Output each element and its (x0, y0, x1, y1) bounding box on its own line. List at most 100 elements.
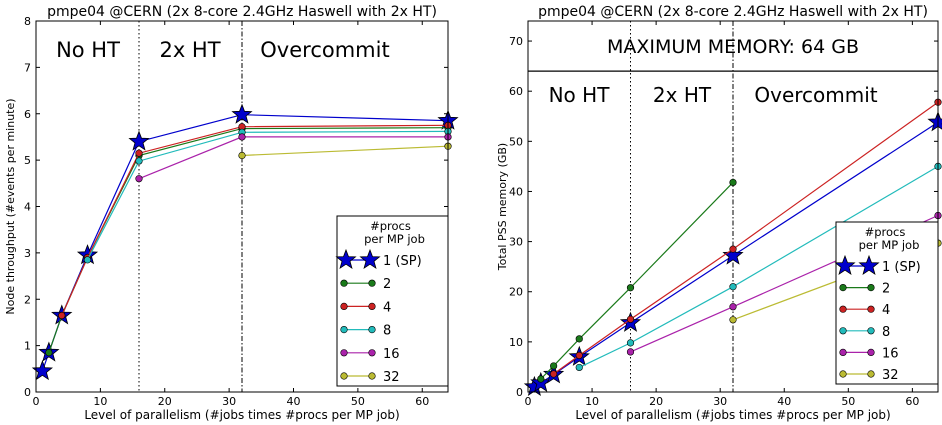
legend-marker (839, 348, 847, 357)
series-line (241, 145, 449, 157)
data-point (729, 245, 737, 253)
y-tick-label: 7 (24, 61, 31, 74)
y-tick-label: 10 (509, 336, 523, 349)
legend-marker (340, 279, 348, 287)
legend-marker (839, 305, 847, 313)
x-axis-label: Level of parallelism (#jobs times #procs… (575, 408, 890, 422)
x-axis-label: Level of parallelism (#jobs times #procs… (84, 408, 399, 422)
region-label: No HT (549, 83, 611, 107)
axes-frame (527, 20, 939, 393)
y-tick-label: 40 (509, 185, 523, 198)
series-line (86, 130, 449, 261)
data-point (550, 362, 558, 370)
legend-title: per MP job (859, 238, 920, 252)
legend-star (359, 248, 381, 270)
legend-marker (368, 349, 376, 357)
region-label: 2x HT (159, 38, 220, 62)
y-tick-label: 3 (24, 247, 31, 260)
legend-box (336, 215, 449, 387)
chart-throughput: pmpe04 @CERN (2x 8-core 2.4GHz Haswell w… (4, 4, 459, 422)
x-tick-label: 10 (585, 395, 599, 408)
y-tick-label: 2 (24, 293, 31, 306)
legend-marker (368, 279, 376, 287)
y-tick-label: 0 (24, 386, 31, 399)
legend-label: 16 (882, 346, 899, 361)
y-axis-label: Total PSS memory (GB) (496, 143, 509, 271)
x-tick-label: 0 (525, 395, 532, 408)
chart-title: pmpe04 @CERN (2x 8-core 2.4GHz Haswell w… (47, 4, 437, 20)
legend-marker (839, 370, 847, 378)
legend-label: 4 (383, 300, 391, 315)
data-point (238, 133, 246, 141)
data-point (575, 363, 583, 372)
chart-title: pmpe04 @CERN (2x 8-core 2.4GHz Haswell w… (538, 4, 928, 20)
data-point (575, 335, 583, 343)
data-point (238, 151, 246, 160)
legend-marker (867, 348, 875, 357)
x-tick-label: 60 (415, 395, 429, 408)
legend-box (835, 221, 939, 385)
x-tick-label: 0 (33, 395, 40, 408)
data-point (575, 351, 583, 360)
legend-marker (340, 349, 348, 357)
legend-marker (839, 284, 847, 292)
region-label: Overcommit (260, 38, 389, 62)
y-axis-label: Node throughput (#events per minute) (4, 98, 17, 314)
legend-marker (867, 305, 875, 313)
region-label: No HT (56, 38, 120, 62)
legend-marker (368, 326, 376, 334)
x-tick-label: 50 (351, 395, 365, 408)
legend-marker (340, 326, 348, 334)
legend-marker (368, 302, 376, 311)
x-tick-label: 40 (287, 395, 301, 408)
legend-marker (368, 372, 376, 380)
data-point (626, 348, 635, 356)
legend-label: 32 (882, 368, 899, 383)
region-label: Overcommit (754, 83, 877, 107)
data-point (135, 157, 143, 165)
legend-title: per MP job (364, 232, 425, 246)
legend-star (834, 254, 856, 276)
legend-label: 8 (882, 325, 890, 340)
data-point (729, 316, 737, 324)
legend-star (858, 254, 880, 276)
legend-title: #procs (370, 219, 411, 233)
y-tick-label: 8 (24, 15, 31, 28)
legend-title: #procs (865, 225, 906, 239)
y-tick-label: 20 (509, 286, 523, 299)
data-point (58, 311, 66, 320)
data-point (45, 348, 53, 357)
legend-marker (867, 284, 875, 292)
x-tick-label: 30 (222, 395, 236, 408)
data-point (135, 175, 143, 183)
y-tick-label: 70 (509, 35, 523, 48)
data-point (626, 284, 635, 292)
legend-label: 2 (383, 277, 391, 292)
data-point (729, 283, 737, 291)
data-point (729, 178, 737, 187)
data-point-star (128, 130, 150, 151)
data-point (135, 149, 143, 157)
legend-label: 8 (383, 324, 391, 339)
legend-marker (867, 327, 875, 335)
y-tick-label: 4 (24, 201, 31, 214)
data-point-star (31, 359, 53, 381)
y-tick-label: 1 (24, 340, 31, 353)
legend-star (335, 248, 357, 270)
y-tick-label: 60 (509, 85, 523, 98)
legend-marker (867, 370, 875, 378)
data-point (626, 315, 635, 323)
max-memory-label: MAXIMUM MEMORY: 64 GB (607, 36, 859, 58)
data-point-star (231, 103, 253, 124)
y-tick-label: 30 (509, 236, 523, 249)
y-tick-label: 0 (516, 386, 523, 399)
legend-label: 16 (383, 347, 400, 362)
legend-marker (340, 372, 348, 380)
data-point (550, 370, 558, 378)
legend-label: 32 (383, 370, 400, 385)
x-tick-label: 10 (93, 395, 107, 408)
legend-label: 4 (882, 303, 890, 318)
x-tick-label: 60 (905, 395, 919, 408)
